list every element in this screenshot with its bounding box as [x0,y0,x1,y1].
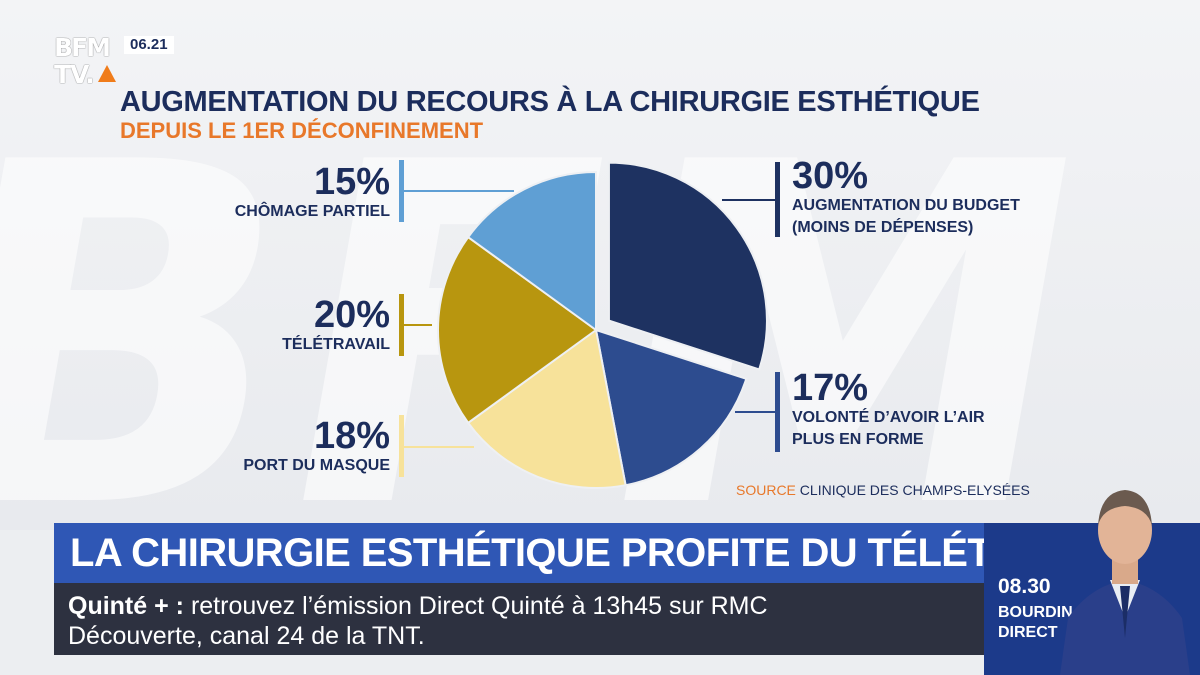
forme-text-2: PLUS EN FORME [792,431,924,448]
budget-pct: 30% [792,155,869,197]
masque-bar [399,415,404,477]
teletravail-connector [404,324,432,326]
budget-text-2: (MOINS DE DÉPENSES) [792,219,974,236]
label-chomage: 15% CHÔMAGE PARTIEL [150,163,390,223]
budget-connector [722,199,775,201]
logo-text-top: BFM [54,33,111,62]
program-name-line-1: BOURDIN [998,604,1073,621]
ticker-key: Quinté + : [68,592,184,620]
presenter-image [1060,490,1190,675]
pie-slice-0 [607,161,768,371]
chomage-bar [399,160,404,222]
ticker-text-2: Découverte, canal 24 de la TNT. [68,622,425,650]
forme-connector [735,411,775,413]
program-name: BOURDIN DIRECT [998,603,1088,643]
budget-bar [775,162,780,237]
teletravail-bar [399,294,404,356]
source-value: CLINIQUE DES CHAMPS-ELYSÉES [799,482,1030,498]
logo-arrow-icon [98,65,116,82]
pie-slice-2 [466,328,627,489]
forme-pct: 17% [792,367,869,409]
label-masque: 18% PORT DU MASQUE [150,417,390,477]
forme-text-1: VOLONTÉ D’AVOIR L’AIR [792,409,985,426]
channel-logo: BFM TV. [54,34,118,88]
forme-bar [775,372,780,452]
news-ticker: Quinté + : retrouvez l’émission Direct Q… [54,583,984,655]
budget-text-1: AUGMENTATION DU BUDGET [792,197,1020,214]
headline-banner: LA CHIRURGIE ESTHÉTIQUE PROFITE DU TÉLÉT… [54,523,1131,583]
label-forme: 17% VOLONTÉ D’AVOIR L’AIR PLUS EN FORME [792,369,1092,451]
logo-text-bottom: TV. [54,60,95,89]
masque-connector [404,446,474,448]
teletravail-text: TÉLÉTRAVAIL [282,336,390,353]
chomage-pct: 15% [313,161,390,203]
chart-title: AUGMENTATION DU RECOURS À LA CHIRURGIE E… [120,86,980,118]
pie-slice-3 [437,235,598,425]
headline-text: LA CHIRURGIE ESTHÉTIQUE PROFITE DU TÉLÉT… [70,531,1131,575]
chart-subtitle: DEPUIS LE 1ER DÉCONFINEMENT [120,118,484,143]
chomage-connector [404,190,514,192]
masque-pct: 18% [313,415,390,457]
teletravail-pct: 20% [313,294,390,336]
program-time: 08.30 [998,575,1051,598]
source-key: SOURCE [736,482,796,498]
clock: 06.21 [124,36,174,54]
masque-text: PORT DU MASQUE [243,457,390,474]
pie-chart [437,161,768,489]
label-budget: 30% AUGMENTATION DU BUDGET (MOINS DE DÉP… [792,157,1092,239]
ticker-line-1: Quinté + : retrouvez l’émission Direct Q… [68,591,768,621]
label-teletravail: 20% TÉLÉTRAVAIL [150,296,390,356]
chomage-text: CHÔMAGE PARTIEL [234,203,390,220]
chart-source: SOURCE CLINIQUE DES CHAMPS-ELYSÉES [736,482,1030,498]
program-name-line-2: DIRECT [998,624,1058,641]
pie-slice-1 [594,328,748,487]
pie-slice-4 [466,170,597,332]
ticker-text-1: retrouvez l’émission Direct Quinté à 13h… [190,592,768,620]
